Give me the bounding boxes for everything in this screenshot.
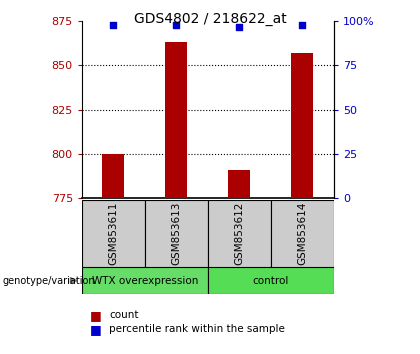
- Point: [299, 22, 306, 28]
- Bar: [208, 267, 334, 294]
- Bar: [165, 42, 187, 198]
- Point: [173, 22, 180, 28]
- Bar: [271, 200, 334, 267]
- Point: [236, 24, 243, 29]
- Text: GSM853614: GSM853614: [297, 202, 307, 266]
- Text: WTX overexpression: WTX overexpression: [92, 275, 198, 286]
- Bar: [208, 200, 271, 267]
- Text: count: count: [109, 310, 139, 320]
- Text: GSM853613: GSM853613: [171, 202, 181, 266]
- Bar: [82, 267, 208, 294]
- Text: ■: ■: [90, 309, 102, 321]
- Text: GSM853611: GSM853611: [108, 202, 118, 266]
- Bar: [82, 200, 145, 267]
- Text: GDS4802 / 218622_at: GDS4802 / 218622_at: [134, 12, 286, 27]
- Text: control: control: [253, 275, 289, 286]
- Text: GSM853612: GSM853612: [234, 202, 244, 266]
- Bar: [291, 53, 313, 198]
- Bar: [102, 154, 124, 198]
- Text: genotype/variation: genotype/variation: [2, 275, 95, 286]
- Bar: [228, 170, 250, 198]
- Text: percentile rank within the sample: percentile rank within the sample: [109, 324, 285, 334]
- Point: [110, 22, 117, 28]
- Bar: [145, 200, 208, 267]
- Text: ■: ■: [90, 323, 102, 336]
